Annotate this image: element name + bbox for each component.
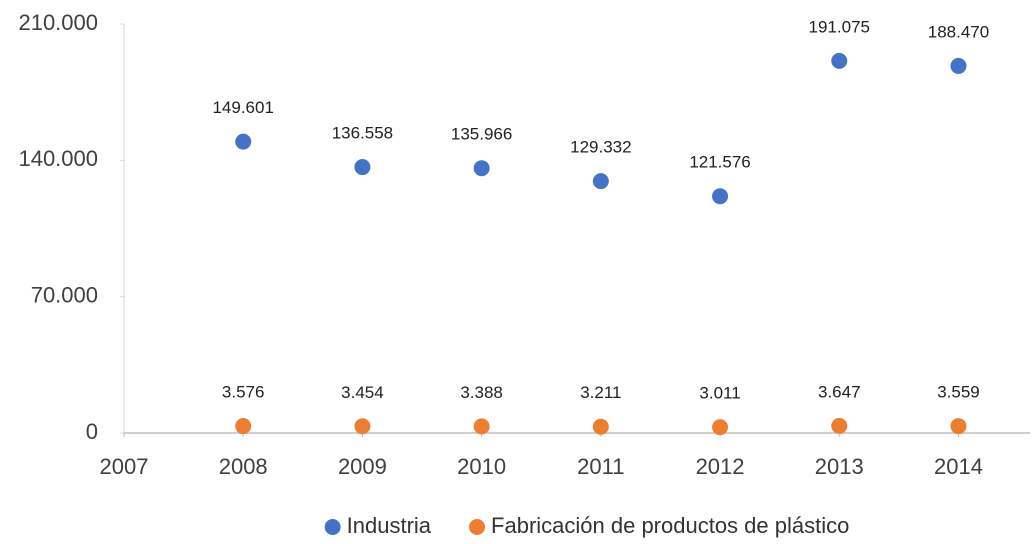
point	[235, 418, 252, 435]
data-label: 188.470	[928, 22, 989, 41]
point	[950, 418, 967, 435]
point	[235, 133, 252, 150]
data-label: 149.601	[212, 98, 273, 117]
data-label: 3.388	[460, 383, 503, 402]
legend: Industria Fabricación de productos de plá…	[324, 513, 849, 538]
point	[592, 418, 609, 435]
x-tick-label: 2014	[934, 454, 983, 479]
data-label: 3.011	[699, 384, 740, 403]
point	[473, 418, 490, 435]
x-tick-label: 2012	[696, 454, 745, 479]
legend-marker	[469, 519, 486, 535]
y-tick-label: 210.000	[18, 10, 98, 35]
data-label: 3.576	[222, 383, 265, 402]
x-tick-label: 2013	[815, 454, 864, 479]
x-tick-label: 2008	[219, 454, 268, 479]
point	[354, 159, 371, 176]
data-label: 121.576	[689, 153, 750, 172]
point	[831, 417, 848, 434]
data-label: 191.075	[809, 17, 870, 36]
y-tick-label: 0	[86, 419, 98, 444]
data-label: 3.647	[818, 382, 861, 401]
data-label: 135.966	[451, 125, 512, 144]
x-tick-label: 2007	[100, 454, 149, 479]
legend-label: Fabricación de productos de plástico	[491, 513, 849, 538]
point	[712, 419, 729, 436]
y-tick-label: 70.000	[31, 282, 98, 307]
x-tick-label: 2010	[457, 454, 506, 479]
x-tick-label: 2009	[338, 454, 387, 479]
data-label: 136.558	[332, 124, 393, 143]
data-label: 3.211	[580, 383, 621, 402]
legend-marker	[324, 519, 341, 535]
point	[712, 188, 729, 205]
y-tick-label: 140.000	[18, 146, 98, 171]
point	[354, 418, 371, 435]
x-tick-label: 2011	[577, 454, 624, 479]
point	[473, 160, 490, 177]
legend-label: Industria	[347, 513, 432, 538]
data-label: 129.332	[570, 138, 631, 157]
point	[831, 52, 848, 69]
point	[950, 57, 967, 74]
data-label: 3.559	[937, 383, 980, 402]
data-label: 3.454	[341, 383, 384, 402]
point	[592, 173, 609, 190]
